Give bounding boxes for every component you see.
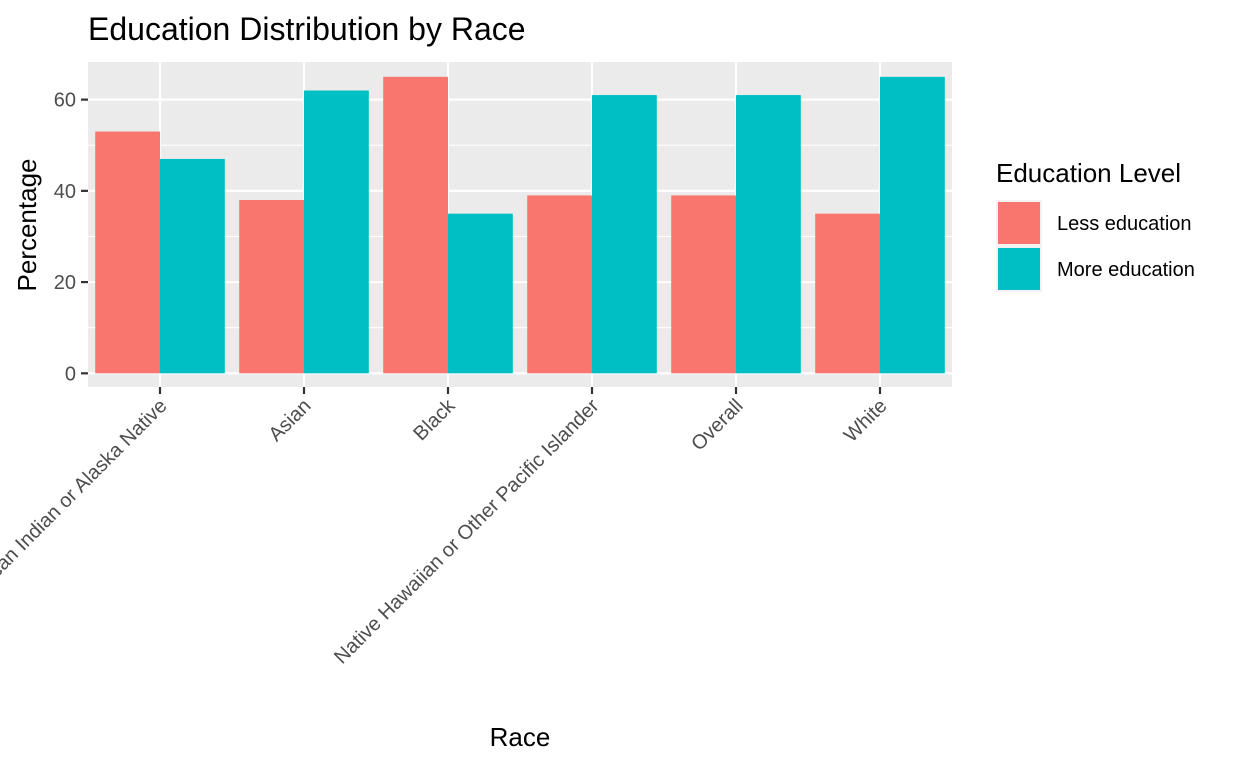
bar [880,76,945,374]
x-tick-label: Native Hawaiian or Other Pacific Islande… [330,395,604,669]
bar [304,90,369,374]
bar [736,95,801,374]
x-tick-label: Overall [687,395,747,455]
bar [671,195,736,374]
legend-label: More education [1057,259,1195,281]
x-tick-label: American Indian or Alaska Native [0,395,172,619]
bar [239,199,304,374]
y-tick-label: 40 [54,181,76,203]
bar [815,213,880,374]
y-tick-label: 0 [65,363,76,385]
x-tick-label: White [840,395,892,447]
bar [592,95,657,374]
y-axis-title: Percentage [12,159,42,292]
bar [383,76,448,374]
x-axis-title: Race [490,722,551,752]
bar [448,213,513,374]
bar [160,158,225,374]
legend-swatch [998,202,1040,244]
bar [527,195,592,374]
x-tick-label: Asian [265,395,316,446]
legend-swatch [998,248,1040,290]
y-tick-label: 60 [54,90,76,112]
x-tick-label: Black [409,394,460,445]
legend-label: Less education [1057,213,1192,235]
legend-title: Education Level [996,158,1181,188]
plot-panel: 0 20 40 60 American Indian or Alaska Native A… [0,62,952,668]
legend: Education Level Less education More educa… [996,158,1195,292]
bar [95,131,160,374]
panel-background [88,62,952,387]
chart-title: Education Distribution by Race [88,11,526,47]
y-tick-label: 20 [54,272,76,294]
